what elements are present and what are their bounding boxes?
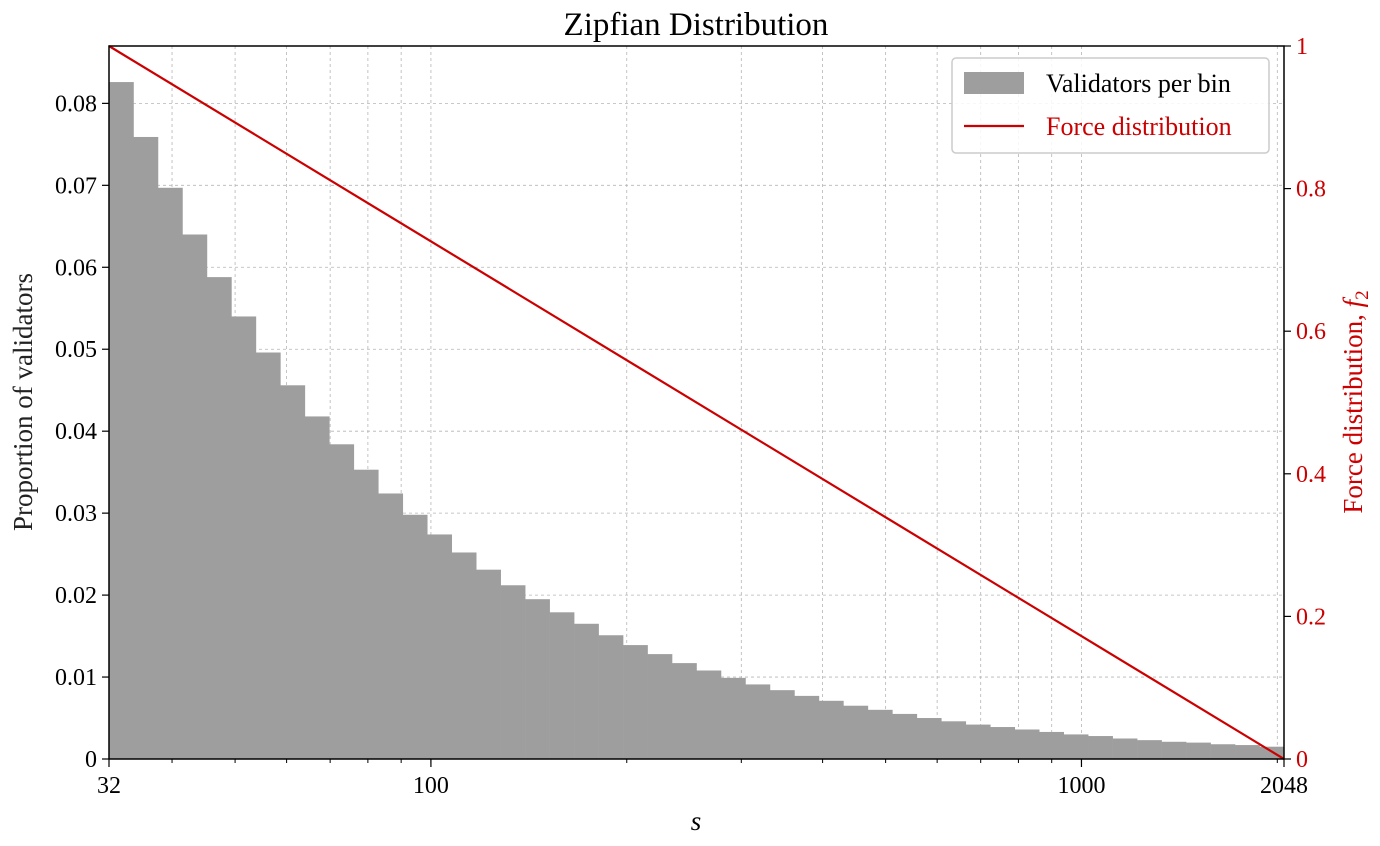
histogram-bar <box>892 713 918 759</box>
y2-axis-label-main: Force distribution, <box>1338 307 1368 513</box>
y-axis-ticks: 0 0.01 0.02 0.03 0.04 0.05 0.06 0.07 0.08 <box>55 91 109 773</box>
histogram-bar <box>280 385 306 759</box>
legend-label-line: Force distribution <box>1046 112 1232 141</box>
y2-tick-label: 1 <box>1296 34 1308 60</box>
histogram-bar <box>1210 744 1236 759</box>
y2-tick-label: 0.6 <box>1296 319 1326 345</box>
histogram-bar <box>304 416 330 759</box>
y2-axis-ticks: 0 0.2 0.4 0.6 0.8 1 <box>1284 34 1326 773</box>
legend-swatch-bars <box>964 72 1024 94</box>
histogram-bar <box>525 599 550 759</box>
histogram-bar <box>1186 742 1211 759</box>
histogram-bar <box>402 514 428 759</box>
y2-tick-label: 0 <box>1296 747 1308 773</box>
y-tick-label: 0.06 <box>55 255 97 281</box>
x-tick-label: 100 <box>413 773 449 799</box>
y-tick-label: 0.08 <box>55 91 97 117</box>
legend: Validators per bin Force distribution <box>951 57 1270 154</box>
plot-frame <box>108 45 1285 760</box>
y-tick-label: 0.03 <box>55 501 97 527</box>
histogram-bar <box>549 612 575 759</box>
histogram-bar <box>1235 745 1260 759</box>
histogram-bar <box>500 585 526 759</box>
y-tick-label: 0.01 <box>55 665 97 691</box>
y-tick-label: 0.05 <box>55 337 97 363</box>
histogram-bar <box>378 493 404 759</box>
histogram-bar <box>720 677 746 759</box>
histogram-bar <box>696 670 722 759</box>
histogram-bar <box>353 469 379 759</box>
y2-axis-label-subscript: 2 <box>1352 290 1373 300</box>
histogram-bar <box>206 277 232 759</box>
histogram-bar <box>769 690 795 759</box>
bars <box>109 82 1285 760</box>
histogram-bar <box>818 700 844 759</box>
histogram-bar <box>916 718 942 759</box>
y-tick-label: 0.02 <box>55 583 97 609</box>
histogram-bar <box>133 136 159 759</box>
histogram-bar <box>157 187 183 759</box>
histogram-bar <box>1014 729 1040 759</box>
histogram-bar <box>1137 740 1162 759</box>
y-tick-label: 0.07 <box>55 173 97 199</box>
y2-tick-label: 0.2 <box>1296 604 1326 630</box>
histogram-bar <box>843 705 869 759</box>
y2-axis-label: Force distribution, f2 <box>1338 290 1373 513</box>
chart-title: Zipfian Distribution <box>564 7 829 43</box>
histogram-bar <box>965 724 991 759</box>
histogram-bar <box>427 534 453 759</box>
histogram-bar <box>990 727 1016 759</box>
histogram-bar <box>255 352 281 759</box>
histogram-bar <box>867 709 893 759</box>
histogram-bar <box>672 663 697 759</box>
y2-axis-label-symbol: f <box>1338 296 1368 307</box>
x-tick-label: 1000 <box>1057 773 1105 799</box>
x-tick-label: 32 <box>97 773 121 799</box>
y-axis-label: Proportion of validators <box>8 273 38 531</box>
x-tick-label: 2048 <box>1260 773 1308 799</box>
histogram-bar <box>182 234 208 759</box>
histogram-bar <box>1112 738 1138 759</box>
histogram-bar <box>476 569 501 759</box>
legend-box <box>951 57 1270 154</box>
histogram-bar <box>598 635 624 759</box>
histogram-bar <box>329 444 355 759</box>
histogram-bar <box>647 654 673 759</box>
histogram-bar <box>574 623 599 759</box>
histogram-bar <box>941 721 967 759</box>
histogram-bar <box>109 82 134 760</box>
force-line <box>108 45 1285 760</box>
histogram-bar <box>745 684 771 759</box>
legend-label-bars: Validators per bin <box>1046 69 1231 98</box>
histogram-bar <box>1161 741 1187 759</box>
x-axis-ticks: 32 100 1000 2048 <box>97 759 1308 799</box>
y-tick-label: 0 <box>85 747 97 773</box>
histogram-bar <box>231 316 257 759</box>
histogram-bar <box>794 695 820 759</box>
force-distribution-line <box>108 45 1285 760</box>
x-axis-label: s <box>691 806 702 836</box>
y-tick-label: 0.04 <box>55 419 97 445</box>
histogram-bar <box>623 645 648 759</box>
y2-tick-label: 0.8 <box>1296 177 1326 203</box>
histogram-bar <box>1088 736 1113 759</box>
histogram-bar <box>1063 734 1089 759</box>
y2-tick-label: 0.4 <box>1296 462 1326 488</box>
histogram-bar <box>451 552 477 759</box>
histogram-bar <box>1039 731 1064 759</box>
